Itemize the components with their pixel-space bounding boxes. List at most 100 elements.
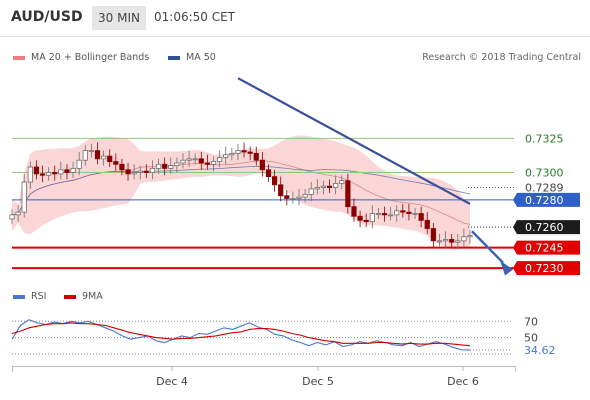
legend-bb-swatch bbox=[13, 55, 25, 60]
rsi-last-value-label: 34.62 bbox=[524, 344, 556, 357]
candle-body bbox=[125, 169, 131, 175]
time-label: 01:06:50 CET bbox=[154, 10, 235, 24]
candle-body bbox=[21, 181, 27, 213]
candle-body bbox=[33, 166, 40, 175]
candle-body bbox=[186, 158, 192, 161]
candle-body bbox=[467, 234, 473, 238]
candle-body bbox=[76, 159, 82, 169]
timeframe-button[interactable]: 30 MIN bbox=[92, 6, 146, 30]
candle-body bbox=[137, 170, 143, 173]
legend-9ma-label: 9MA bbox=[82, 291, 103, 302]
candle-body bbox=[412, 213, 418, 215]
candle-body bbox=[223, 154, 229, 158]
level-label-0.7230: 0.7230 bbox=[525, 262, 564, 275]
candle-body bbox=[101, 155, 107, 160]
candle-body bbox=[259, 159, 265, 171]
legend-9ma-swatch bbox=[64, 294, 76, 299]
candle-body bbox=[217, 157, 223, 162]
level-tag-0.7230 bbox=[513, 261, 580, 276]
level-tag-0.7280 bbox=[513, 192, 580, 207]
candle-body bbox=[155, 163, 162, 169]
level-label-0.7300: 0.7300 bbox=[525, 167, 564, 180]
candle-body bbox=[119, 163, 125, 171]
candle-body bbox=[180, 159, 186, 164]
legend-ma50-swatch bbox=[168, 55, 180, 60]
candle-body bbox=[302, 193, 308, 198]
chart-header: AUD/USD 30 MIN 01:06:50 CET bbox=[0, 0, 590, 36]
candle-body bbox=[357, 215, 363, 221]
legend-bb-label: MA 20 + Bollinger Bands bbox=[31, 52, 150, 63]
legend-rsi-label: RSI bbox=[31, 291, 47, 302]
candle-body bbox=[418, 213, 424, 221]
candle-body bbox=[345, 180, 351, 208]
candle-body bbox=[314, 187, 320, 190]
legend-rsi: RSI bbox=[13, 291, 46, 302]
symbol-label: AUD/USD bbox=[11, 9, 83, 25]
rsi-tick-label-50: 50 bbox=[524, 332, 538, 345]
candle-body bbox=[131, 172, 137, 175]
candle-body bbox=[381, 213, 388, 216]
candle-body bbox=[320, 185, 327, 188]
candle-body bbox=[326, 185, 333, 188]
level-label-0.7280: 0.7280 bbox=[525, 194, 564, 207]
legend-9ma: 9MA bbox=[64, 291, 103, 302]
candle-body bbox=[278, 184, 284, 197]
candle-body bbox=[253, 152, 259, 161]
candle-body bbox=[394, 210, 400, 216]
trend-line bbox=[237, 77, 471, 205]
candle-body bbox=[247, 151, 253, 154]
candle-body bbox=[430, 228, 436, 242]
candle-body bbox=[271, 176, 278, 186]
candle-body bbox=[296, 196, 302, 199]
candle-body bbox=[339, 180, 345, 184]
x-tick-label-0: Dec 4 bbox=[156, 375, 188, 388]
candle-body bbox=[39, 173, 46, 176]
candle-body bbox=[308, 188, 314, 195]
candle-body bbox=[107, 155, 113, 162]
candle-body bbox=[449, 239, 455, 243]
candle-body bbox=[375, 213, 382, 215]
level-label-0.7289: 0.7289 bbox=[525, 182, 564, 195]
candle-body bbox=[241, 150, 247, 153]
candle-body bbox=[15, 211, 21, 216]
candle-body bbox=[290, 198, 296, 200]
forecast-arrow-head bbox=[500, 260, 513, 276]
candle-body bbox=[46, 172, 52, 176]
legend-ma50-label: MA 50 bbox=[186, 52, 216, 63]
forecast-arrow-shaft bbox=[471, 230, 504, 264]
level-label-0.7260: 0.7260 bbox=[525, 221, 564, 234]
candle-body bbox=[284, 195, 290, 199]
ma50-line bbox=[11, 165, 471, 216]
candle-body bbox=[442, 239, 449, 242]
candle-body bbox=[455, 240, 461, 243]
candle-body bbox=[192, 158, 198, 161]
legend-ma50: MA 50 bbox=[168, 52, 216, 63]
rsi-tick-label-70: 70 bbox=[524, 315, 538, 328]
level-label-0.7325: 0.7325 bbox=[525, 132, 564, 145]
level-tag-0.7245 bbox=[513, 240, 580, 255]
candle-body bbox=[333, 183, 339, 188]
candle-body bbox=[70, 167, 76, 173]
candle-body bbox=[88, 150, 94, 153]
candle-body bbox=[229, 152, 235, 156]
candle-body bbox=[351, 206, 357, 217]
rsi-series-rsi bbox=[11, 319, 471, 351]
rsi-series-9ma bbox=[11, 322, 471, 347]
x-tick-label-2: Dec 6 bbox=[447, 375, 479, 388]
candle-body bbox=[9, 214, 15, 220]
candle-body bbox=[149, 167, 156, 173]
candle-body bbox=[210, 161, 217, 165]
candle-body bbox=[162, 163, 168, 169]
legend-rsi-swatch bbox=[13, 294, 25, 299]
candle-body bbox=[174, 162, 180, 167]
candle-body bbox=[168, 165, 174, 169]
candle-body bbox=[94, 150, 101, 160]
legend-bb: MA 20 + Bollinger Bands bbox=[13, 52, 149, 63]
candles-group bbox=[9, 142, 473, 250]
candle-body bbox=[27, 166, 33, 183]
candle-body bbox=[400, 210, 406, 213]
candle-body bbox=[235, 150, 241, 154]
candle-body bbox=[82, 150, 88, 161]
